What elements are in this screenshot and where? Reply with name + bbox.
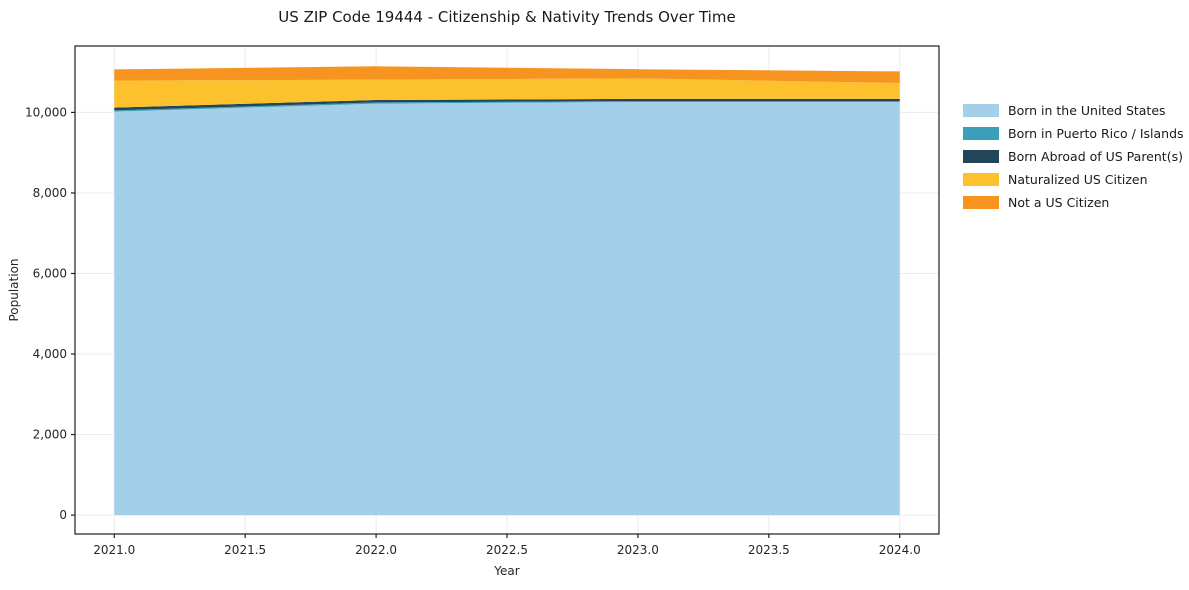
x-tick-label: 2023.0 xyxy=(617,543,659,557)
legend-item: Not a US Citizen xyxy=(963,194,1184,210)
legend: Born in the United States Born in Puerto … xyxy=(963,102,1184,210)
legend-item: Born Abroad of US Parent(s) xyxy=(963,148,1184,164)
x-tick-label: 2022.5 xyxy=(486,543,528,557)
area-series-0 xyxy=(114,102,900,516)
area-series-1 xyxy=(114,101,900,112)
y-tick-label: 0 xyxy=(59,508,67,522)
x-axis-label: Year xyxy=(494,564,520,578)
area-series-2 xyxy=(114,98,900,111)
x-tick-label: 2023.5 xyxy=(748,543,790,557)
legend-label: Naturalized US Citizen xyxy=(1008,171,1148,187)
legend-swatch xyxy=(963,126,999,140)
legend-label: Born in Puerto Rico / Islands xyxy=(1008,125,1184,141)
x-tick-label: 2021.0 xyxy=(93,543,135,557)
legend-label: Born in the United States xyxy=(1008,102,1166,118)
legend-swatch xyxy=(963,195,999,209)
x-tick-label: 2022.0 xyxy=(355,543,397,557)
y-tick-label: 8,000 xyxy=(33,186,67,200)
legend-label: Not a US Citizen xyxy=(1008,194,1110,210)
legend-item: Born in Puerto Rico / Islands xyxy=(963,125,1184,141)
x-tick-label: 2021.5 xyxy=(224,543,266,557)
legend-swatch xyxy=(963,172,999,186)
y-tick-label: 10,000 xyxy=(25,105,67,119)
area-series-4 xyxy=(114,66,900,83)
legend-item: Naturalized US Citizen xyxy=(963,171,1184,187)
y-tick-label: 2,000 xyxy=(33,428,67,442)
x-tick-label: 2024.0 xyxy=(879,543,921,557)
y-tick-label: 6,000 xyxy=(33,266,67,280)
legend-item: Born in the United States xyxy=(963,102,1184,118)
legend-swatch xyxy=(963,149,999,163)
chart-title: US ZIP Code 19444 - Citizenship & Nativi… xyxy=(278,8,736,26)
y-axis-label: Population xyxy=(7,258,21,322)
tick-labels: 2021.0 2021.5 2022.0 2022.5 2023.0 2023.5 2024… xyxy=(25,105,921,557)
y-tick-label: 4,000 xyxy=(33,347,67,361)
area-series-3 xyxy=(114,78,900,108)
legend-label: Born Abroad of US Parent(s) xyxy=(1008,148,1183,164)
tick-marks xyxy=(71,111,901,538)
legend-swatch xyxy=(963,103,999,117)
